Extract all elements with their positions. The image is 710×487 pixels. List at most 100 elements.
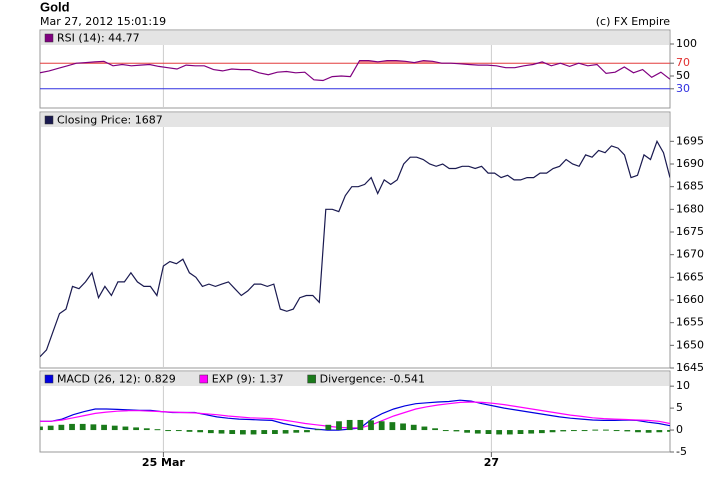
legend-swatch: [199, 374, 208, 384]
divergence-bar: [389, 422, 396, 431]
plot: [40, 59, 670, 82]
divergence-bar: [261, 430, 268, 435]
divergence-bar: [656, 430, 663, 433]
divergence-bar: [101, 424, 107, 431]
divergence-bar: [58, 424, 65, 431]
divergence-bar: [603, 429, 609, 431]
x-tick-label: 27: [484, 456, 499, 469]
divergence-bar: [400, 423, 406, 431]
divergence-bar: [453, 430, 460, 432]
legend-swatch: [307, 374, 316, 384]
credit: (c) FX Empire: [596, 15, 670, 28]
divergence-bar: [250, 430, 257, 435]
y-tick-label: 30: [676, 82, 690, 95]
divergence-bar: [496, 430, 503, 435]
y-tick-label: 1695: [676, 134, 704, 147]
legend-label: MACD (26, 12): 0.829: [57, 373, 176, 386]
legend-label: Closing Price: 1687: [57, 114, 163, 127]
divergence-bar: [229, 430, 236, 435]
divergence-bar: [571, 430, 577, 432]
divergence-bar: [549, 430, 556, 433]
divergence-bar: [143, 428, 150, 431]
y-tick-label: 1685: [676, 180, 704, 193]
legend-swatch: [44, 115, 54, 125]
divergence-bar: [79, 423, 86, 431]
divergence-bar: [581, 430, 588, 432]
divergence-bar: [357, 419, 364, 431]
x-tick-label: 25 Mar: [142, 456, 186, 469]
y-tick-label: 0: [676, 423, 683, 436]
divergence-bar: [624, 430, 631, 432]
divergence-bar: [282, 430, 289, 434]
y-tick-label: 1650: [676, 338, 704, 351]
divergence-bar: [667, 430, 670, 432]
y-tick-label: 1660: [676, 293, 704, 306]
y-tick-label: -5: [676, 445, 687, 458]
divergence-bar: [442, 430, 449, 432]
divergence-bar: [538, 430, 545, 434]
series-line: [40, 59, 670, 82]
overbought-fill: [40, 60, 670, 64]
divergence-bar: [635, 430, 641, 433]
series-line: [40, 399, 670, 431]
legend-label: EXP (9): 1.37: [212, 373, 284, 386]
divergence-bar: [506, 430, 513, 435]
y-tick-label: 1670: [676, 248, 704, 261]
y-tick-label: 1675: [676, 225, 704, 238]
divergence-bar: [133, 427, 139, 431]
plot: [40, 399, 670, 435]
y-tick-label: 10: [676, 379, 690, 392]
divergence-bar: [474, 430, 481, 434]
y-tick-label: 1690: [676, 157, 704, 170]
divergence-bar: [368, 420, 374, 431]
legend-swatch: [44, 33, 54, 43]
divergence-bar: [421, 426, 428, 431]
y-tick-label: 70: [676, 56, 690, 69]
panel-header: [41, 31, 669, 45]
divergence-bar: [272, 430, 278, 435]
series-line: [40, 401, 670, 429]
divergence-bar: [432, 428, 438, 431]
divergence-bar: [293, 430, 300, 433]
y-tick-label: 1665: [676, 270, 704, 283]
divergence-bar: [239, 430, 246, 435]
panel-header: [41, 372, 669, 386]
divergence-bar: [346, 419, 353, 431]
divergence-bar: [154, 429, 161, 431]
divergence-bar: [325, 424, 332, 431]
series-line: [40, 139, 670, 358]
divergence-bar: [207, 430, 214, 434]
y-tick-label: 1680: [676, 202, 704, 215]
y-tick-label: 1655: [676, 316, 704, 329]
plot: [40, 139, 670, 358]
divergence-bar: [90, 424, 97, 431]
divergence-bar: [40, 426, 43, 431]
divergence-bar: [47, 425, 54, 431]
divergence-bar: [186, 430, 193, 432]
divergence-bar: [613, 430, 620, 432]
divergence-bar: [592, 429, 599, 431]
panel-header: [41, 113, 669, 127]
divergence-bar: [175, 430, 182, 432]
y-tick-label: 5: [676, 401, 683, 414]
divergence-bar: [304, 430, 310, 433]
legend-swatch: [44, 374, 54, 384]
divergence-bar: [69, 423, 75, 431]
divergence-bar: [464, 430, 471, 433]
divergence-bar: [485, 430, 492, 435]
chart-title: Gold: [40, 0, 70, 14]
y-tick-label: 50: [676, 69, 690, 82]
divergence-bar: [517, 430, 524, 435]
timestamp: Mar 27, 2012 15:01:19: [40, 15, 166, 28]
divergence-bar: [528, 430, 535, 434]
divergence-bar: [111, 425, 118, 431]
divergence-bar: [218, 430, 225, 434]
divergence-bar: [197, 430, 204, 433]
divergence-bar: [560, 430, 567, 432]
divergence-bar: [165, 430, 172, 432]
divergence-bar: [122, 426, 129, 431]
panel-frame: [39, 111, 671, 369]
y-tick-label: 100: [676, 37, 697, 50]
divergence-bar: [378, 421, 385, 431]
divergence-bar: [336, 421, 342, 431]
